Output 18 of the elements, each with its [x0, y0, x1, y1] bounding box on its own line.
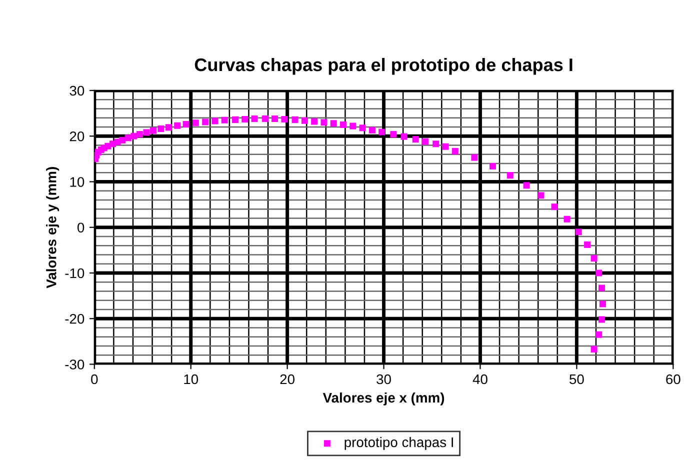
x-axis-title: Valores eje x (mm) [322, 392, 444, 406]
y-tick-label: -10 [65, 268, 84, 278]
x-tick-label: 60 [666, 374, 680, 384]
x-tick-label: 40 [472, 374, 488, 384]
x-tick-label: 50 [570, 374, 584, 384]
x-tick-label: 0 [91, 374, 98, 384]
y-tick-label: 10 [70, 177, 84, 187]
y-tick-label: 30 [70, 86, 84, 96]
x-tick-label: 30 [376, 374, 391, 384]
legend-label: prototipo chapas I [344, 436, 453, 450]
x-tick-label: 20 [280, 374, 294, 384]
y-tick-label: 20 [70, 131, 84, 142]
y-tick-label: -30 [65, 360, 84, 370]
y-axis-title: Valores eje y (mm) [46, 167, 60, 288]
y-tick-label: 0 [77, 222, 84, 233]
chart-title: Curvas chapas para el prototipo de chapas I [194, 58, 572, 75]
x-tick-label: 10 [184, 374, 198, 384]
y-tick-label: -20 [65, 314, 84, 324]
